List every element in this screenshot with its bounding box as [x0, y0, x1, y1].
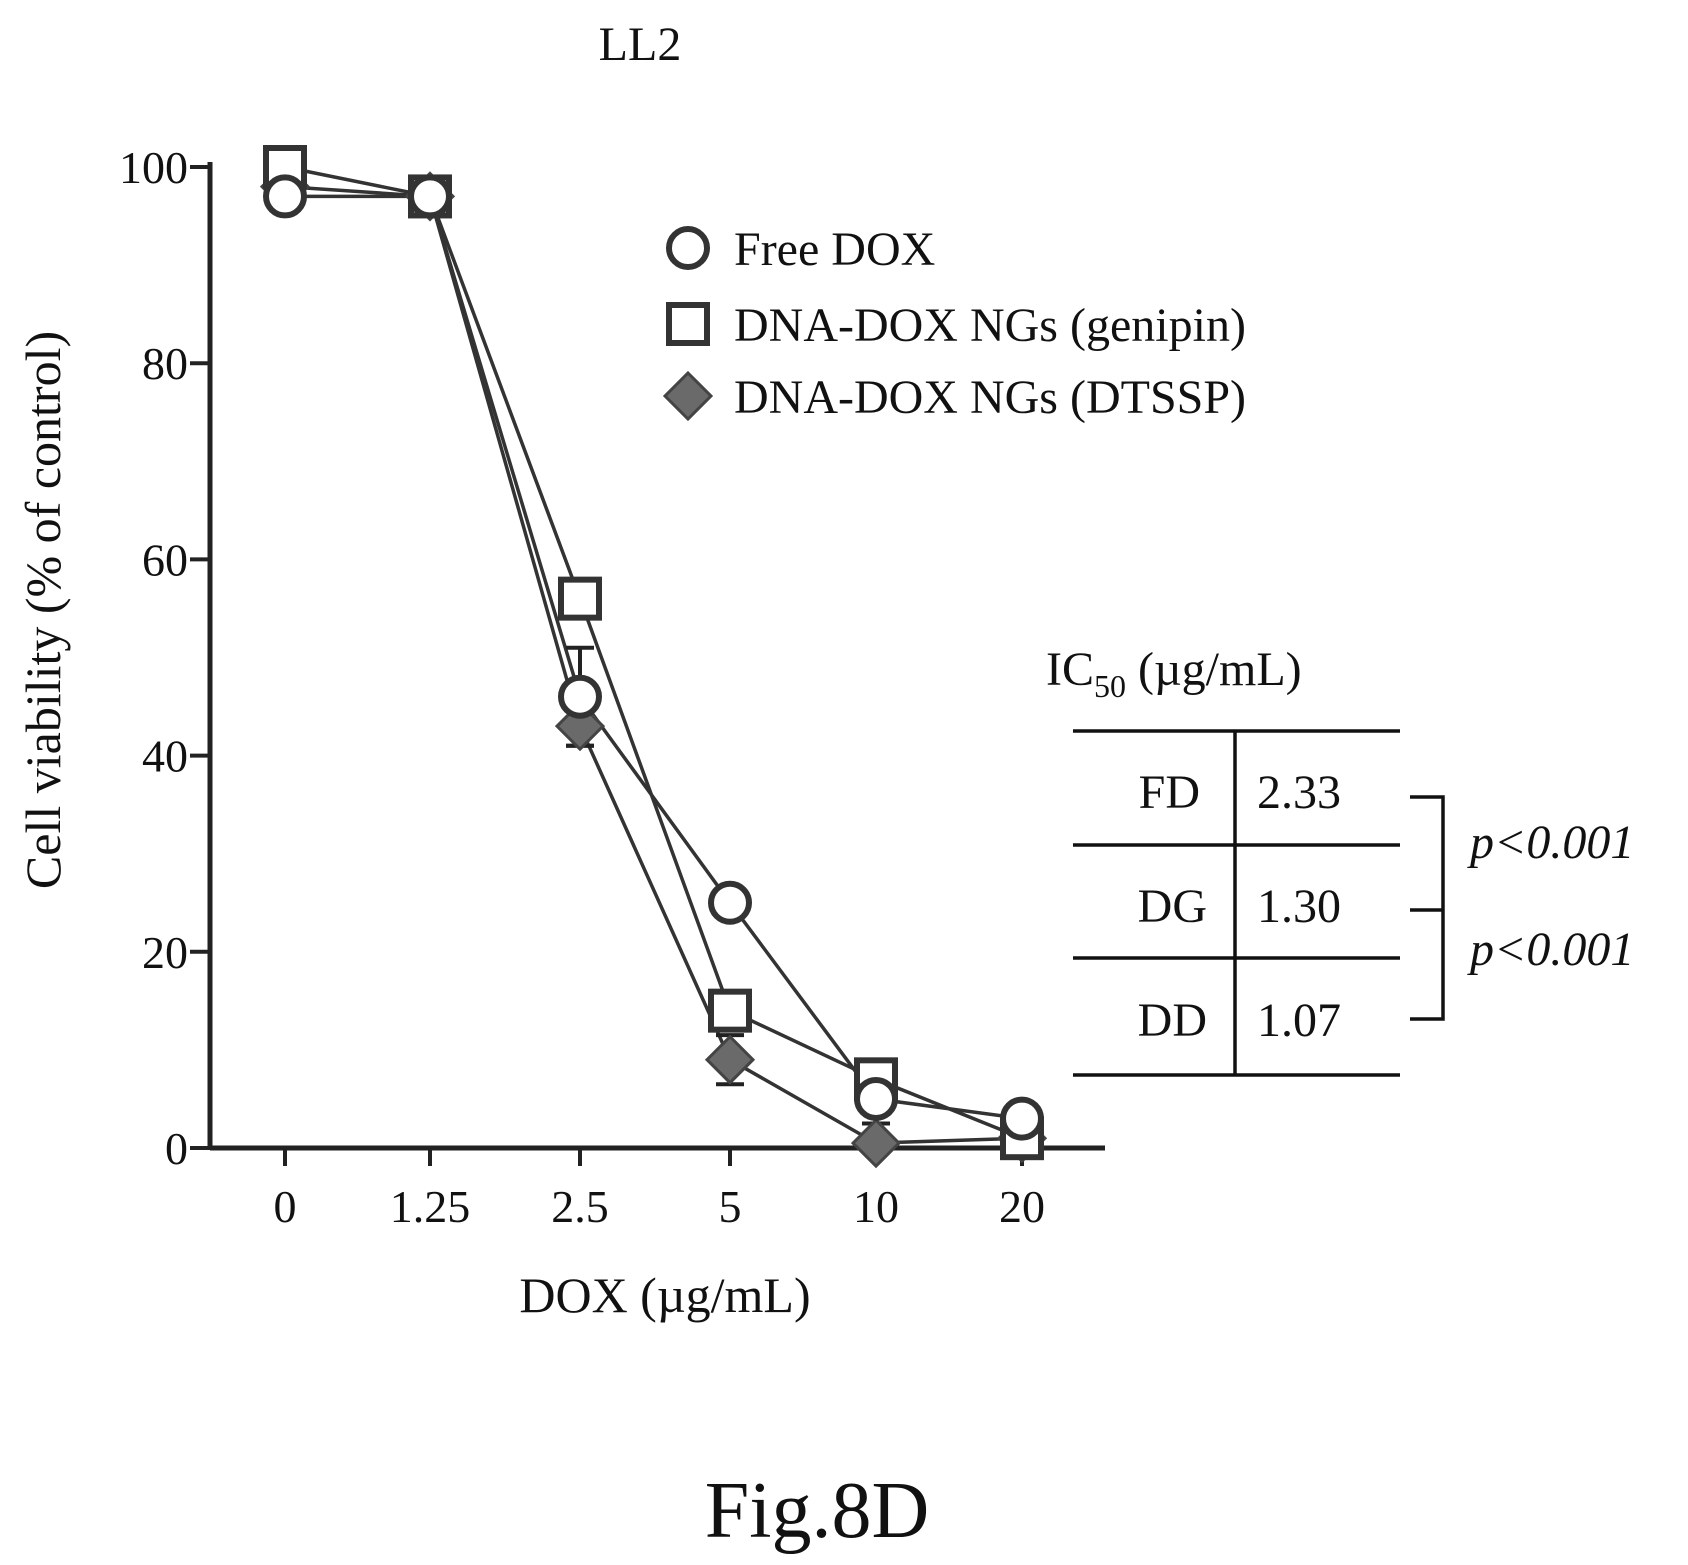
legend-marker-free-dox: [666, 226, 710, 270]
y-ticks: 0 20 40 60 80 100: [119, 142, 210, 1174]
y-tick-label: 80: [142, 338, 188, 389]
data-point-genipin: [708, 988, 752, 1033]
legend-label-free-dox: Free DOX: [734, 223, 935, 276]
table-row-value-dd: 1.07: [1257, 994, 1341, 1047]
data-point-free-dox: [854, 1076, 898, 1121]
figure-label: Fig.8D: [705, 1467, 930, 1555]
data-point-free-dox: [263, 174, 307, 219]
y-tick-label: 100: [119, 142, 188, 193]
legend: Free DOX DNA-DOX NGs (genipin) DNA-DOX NGs…: [662, 223, 1246, 424]
table-row-label-dg: DG: [1138, 880, 1207, 933]
ic50-header-sub: 50: [1094, 668, 1126, 704]
y-axis-label: Cell viability (% of control): [15, 331, 71, 889]
chart-title: LL2: [599, 18, 682, 71]
table-row-label-fd: FD: [1139, 766, 1200, 819]
table-row-value-fd: 2.33: [1257, 766, 1341, 819]
x-tick-label: 5: [719, 1181, 742, 1232]
x-tick-label: 2.5: [551, 1181, 609, 1232]
x-tick-label: 20: [999, 1181, 1045, 1232]
significance-bracket: [1410, 795, 1445, 1021]
x-tick-label: 0: [274, 1181, 297, 1232]
data-point-genipin: [558, 576, 602, 621]
ic50-header-main: IC: [1046, 643, 1094, 696]
x-tick-label: 1.25: [390, 1181, 471, 1232]
y-tick-label: 60: [142, 534, 188, 585]
p-value-2: p<0.001: [1467, 923, 1634, 976]
legend-label-genipin: DNA-DOX NGs (genipin): [734, 299, 1246, 352]
x-axis-label: DOX (µg/mL): [519, 1267, 810, 1323]
y-tick-label: 0: [165, 1123, 188, 1174]
ic50-table: IC50 (µg/mL) FD 2.33 DG 1.30 DD 1.07 p<0…: [1046, 643, 1634, 1077]
data-point-free-dox: [408, 174, 452, 219]
data-point-free-dox: [1000, 1096, 1044, 1141]
legend-marker-dtssp: [662, 370, 714, 422]
ic50-header: IC50 (µg/mL): [1046, 643, 1302, 704]
y-tick-label: 20: [142, 927, 188, 978]
data-point-free-dox: [708, 880, 752, 925]
plot-area: [259, 145, 1048, 1169]
data-point-free-dox: [558, 674, 602, 719]
p-value-1: p<0.001: [1467, 816, 1634, 869]
y-tick-label: 40: [142, 731, 188, 782]
x-tick-label: 10: [853, 1181, 899, 1232]
table-row-label-dd: DD: [1138, 994, 1207, 1047]
ic50-header-unit: (µg/mL): [1126, 643, 1302, 696]
data-point-dtssp: [704, 1034, 756, 1085]
legend-label-dtssp: DNA-DOX NGs (DTSSP): [734, 371, 1246, 424]
table-row-value-dg: 1.30: [1257, 880, 1341, 933]
data-point-dtssp: [850, 1117, 902, 1169]
x-ticks: 0 1.25 2.5 5 10 20: [274, 1148, 1045, 1232]
legend-marker-genipin: [666, 302, 710, 346]
series-line-genipin: [284, 165, 1023, 1140]
